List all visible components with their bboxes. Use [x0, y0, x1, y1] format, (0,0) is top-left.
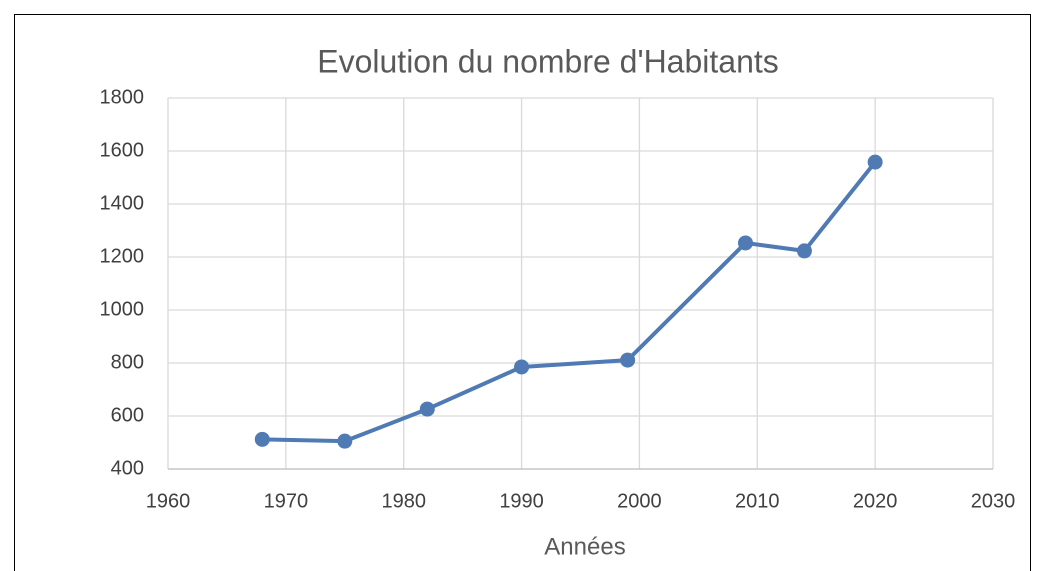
- y-tick-label: 1800: [100, 86, 145, 108]
- x-tick-label: 1980: [381, 490, 426, 512]
- x-tick-label: 2010: [735, 490, 780, 512]
- x-tick-label: 1960: [146, 490, 191, 512]
- chart-title: Evolution du nombre d'Habitants: [317, 43, 779, 79]
- marker: [337, 433, 353, 449]
- x-tick-label: 1990: [499, 490, 544, 512]
- y-tick-label: 1400: [100, 192, 145, 214]
- marker: [514, 359, 530, 375]
- x-tick-label: 2000: [617, 490, 662, 512]
- y-tick-label: 400: [111, 457, 144, 479]
- marker: [419, 401, 435, 417]
- chart-frame: [14, 14, 1031, 571]
- x-tick-label: 2030: [971, 490, 1016, 512]
- y-tick-label: 1000: [100, 298, 145, 320]
- marker: [738, 235, 753, 251]
- y-tick-label: 600: [111, 404, 144, 426]
- y-tick-label: 1600: [100, 139, 145, 161]
- marker: [620, 352, 636, 368]
- x-axis-label: Années: [544, 533, 625, 560]
- line: [262, 160, 877, 444]
- marker: [867, 154, 883, 170]
- y-tick-label: 800: [111, 351, 144, 373]
- marker: [796, 243, 812, 259]
- x-tick-label: 1970: [264, 490, 309, 512]
- marker: [254, 431, 270, 447]
- x-tick-label: 2020: [853, 490, 898, 512]
- y-tick-label: 1200: [100, 245, 145, 267]
